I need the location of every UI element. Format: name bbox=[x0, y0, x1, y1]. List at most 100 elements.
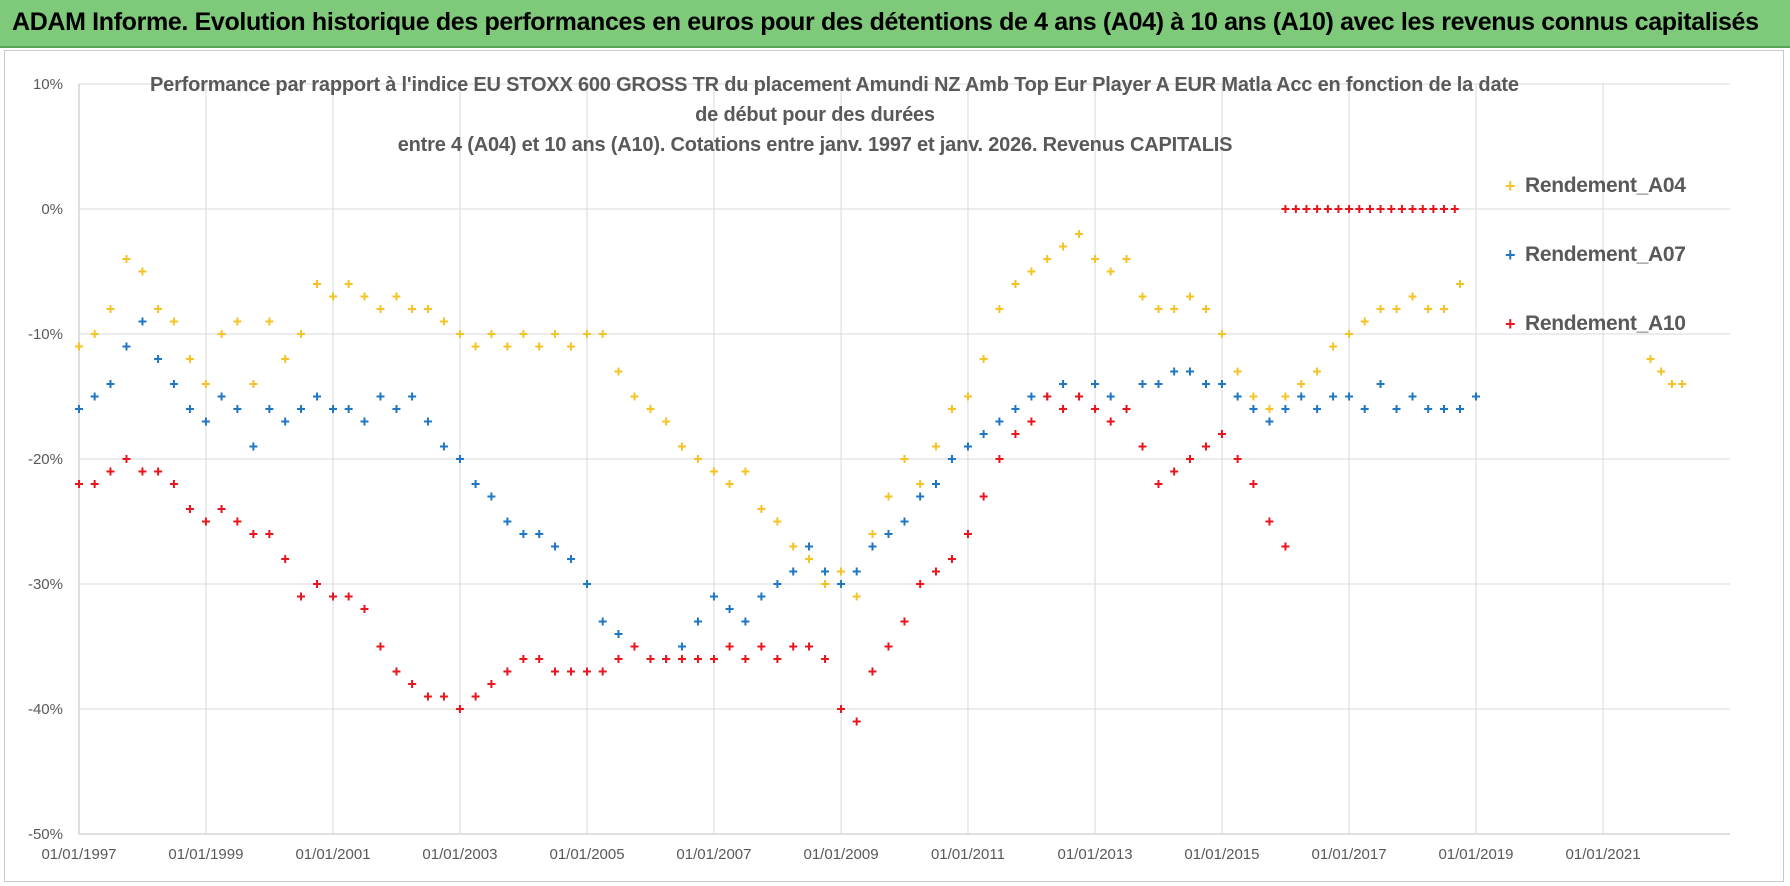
data-point bbox=[75, 480, 83, 488]
data-point bbox=[1027, 417, 1036, 426]
data-point bbox=[1091, 405, 1100, 413]
data-point bbox=[344, 280, 353, 288]
data-point bbox=[1027, 392, 1036, 401]
data-point bbox=[1329, 392, 1338, 401]
data-point bbox=[455, 455, 464, 463]
data-point bbox=[329, 592, 338, 601]
data-point bbox=[313, 392, 322, 401]
data-point bbox=[1291, 205, 1300, 213]
data-point bbox=[154, 467, 163, 476]
data-point bbox=[106, 305, 115, 313]
data-point bbox=[551, 330, 560, 338]
data-point bbox=[1450, 205, 1459, 213]
data-point bbox=[1646, 355, 1655, 363]
data-point bbox=[519, 655, 528, 663]
data-point bbox=[503, 517, 512, 526]
data-point bbox=[916, 580, 925, 588]
series-rendement_a04 bbox=[75, 230, 1687, 601]
data-point bbox=[1313, 405, 1322, 413]
data-point bbox=[979, 355, 988, 363]
data-point bbox=[1170, 305, 1179, 313]
x-tick-label: 01/01/2009 bbox=[804, 846, 879, 863]
data-point bbox=[1408, 205, 1417, 213]
data-point bbox=[900, 617, 909, 626]
data-point bbox=[1408, 292, 1417, 301]
data-point bbox=[344, 405, 353, 413]
data-point bbox=[535, 530, 544, 538]
legend-label-a07: Rendement_A07 bbox=[1525, 243, 1686, 266]
report-banner: ADAM Informe. Evolution historique des p… bbox=[0, 0, 1790, 48]
data-point bbox=[852, 717, 861, 726]
data-point bbox=[551, 542, 560, 551]
data-point bbox=[169, 380, 178, 388]
data-point bbox=[1138, 292, 1147, 301]
data-point bbox=[535, 655, 544, 663]
data-point bbox=[1233, 367, 1242, 376]
data-point bbox=[376, 392, 385, 401]
data-point bbox=[709, 592, 718, 601]
y-tick-label: -50% bbox=[28, 826, 63, 843]
data-point bbox=[75, 405, 83, 413]
data-point bbox=[106, 467, 115, 476]
data-point bbox=[455, 330, 464, 338]
data-point bbox=[1027, 267, 1036, 276]
data-point bbox=[1106, 267, 1115, 276]
data-point bbox=[773, 517, 782, 526]
data-point bbox=[423, 692, 432, 701]
data-point bbox=[1424, 405, 1433, 413]
data-point bbox=[1297, 392, 1306, 401]
data-point bbox=[1217, 380, 1226, 388]
data-point bbox=[169, 480, 178, 488]
data-point bbox=[598, 330, 607, 338]
data-point bbox=[487, 330, 496, 338]
data-point bbox=[773, 580, 782, 588]
data-point bbox=[376, 305, 385, 313]
data-point bbox=[614, 367, 623, 376]
data-point bbox=[931, 567, 940, 576]
data-point bbox=[281, 555, 290, 563]
data-point bbox=[1201, 305, 1210, 313]
data-point bbox=[281, 355, 290, 363]
data-point bbox=[487, 492, 496, 501]
data-point bbox=[217, 392, 226, 401]
series-rendement_a10 bbox=[75, 392, 1290, 726]
data-point bbox=[757, 592, 766, 601]
data-point bbox=[423, 305, 432, 313]
data-point bbox=[646, 405, 655, 413]
chart-legend: + Rendement_A04 + Rendement_A07 + Rendem… bbox=[1505, 170, 1775, 377]
chart-frame bbox=[4, 50, 1784, 882]
data-point bbox=[122, 255, 131, 263]
data-point bbox=[154, 355, 163, 363]
data-point bbox=[693, 455, 702, 463]
data-point bbox=[503, 342, 512, 351]
data-point bbox=[90, 480, 99, 488]
data-point bbox=[313, 280, 322, 288]
data-point bbox=[789, 642, 798, 651]
data-point bbox=[995, 455, 1004, 463]
data-point bbox=[1281, 542, 1290, 551]
data-point bbox=[1138, 380, 1147, 388]
data-point bbox=[1392, 305, 1401, 313]
x-tick-label: 01/01/2019 bbox=[1438, 846, 1513, 863]
series-zero-line-3 bbox=[1281, 205, 1459, 213]
data-point bbox=[360, 605, 369, 613]
data-point bbox=[1122, 255, 1131, 263]
data-point bbox=[392, 292, 401, 301]
data-point bbox=[1297, 380, 1306, 388]
data-point bbox=[376, 642, 385, 651]
data-point bbox=[551, 667, 560, 676]
data-point bbox=[360, 292, 369, 301]
data-point bbox=[868, 530, 877, 538]
data-point bbox=[1334, 205, 1343, 213]
data-point bbox=[471, 480, 480, 488]
data-point bbox=[1185, 367, 1194, 376]
data-point bbox=[408, 392, 417, 401]
data-point bbox=[1397, 205, 1406, 213]
data-point bbox=[297, 405, 306, 413]
data-point bbox=[1075, 392, 1084, 401]
data-point bbox=[884, 642, 893, 651]
data-point bbox=[392, 405, 401, 413]
data-point bbox=[1185, 292, 1194, 301]
data-point bbox=[1657, 367, 1666, 376]
data-point bbox=[741, 655, 750, 663]
